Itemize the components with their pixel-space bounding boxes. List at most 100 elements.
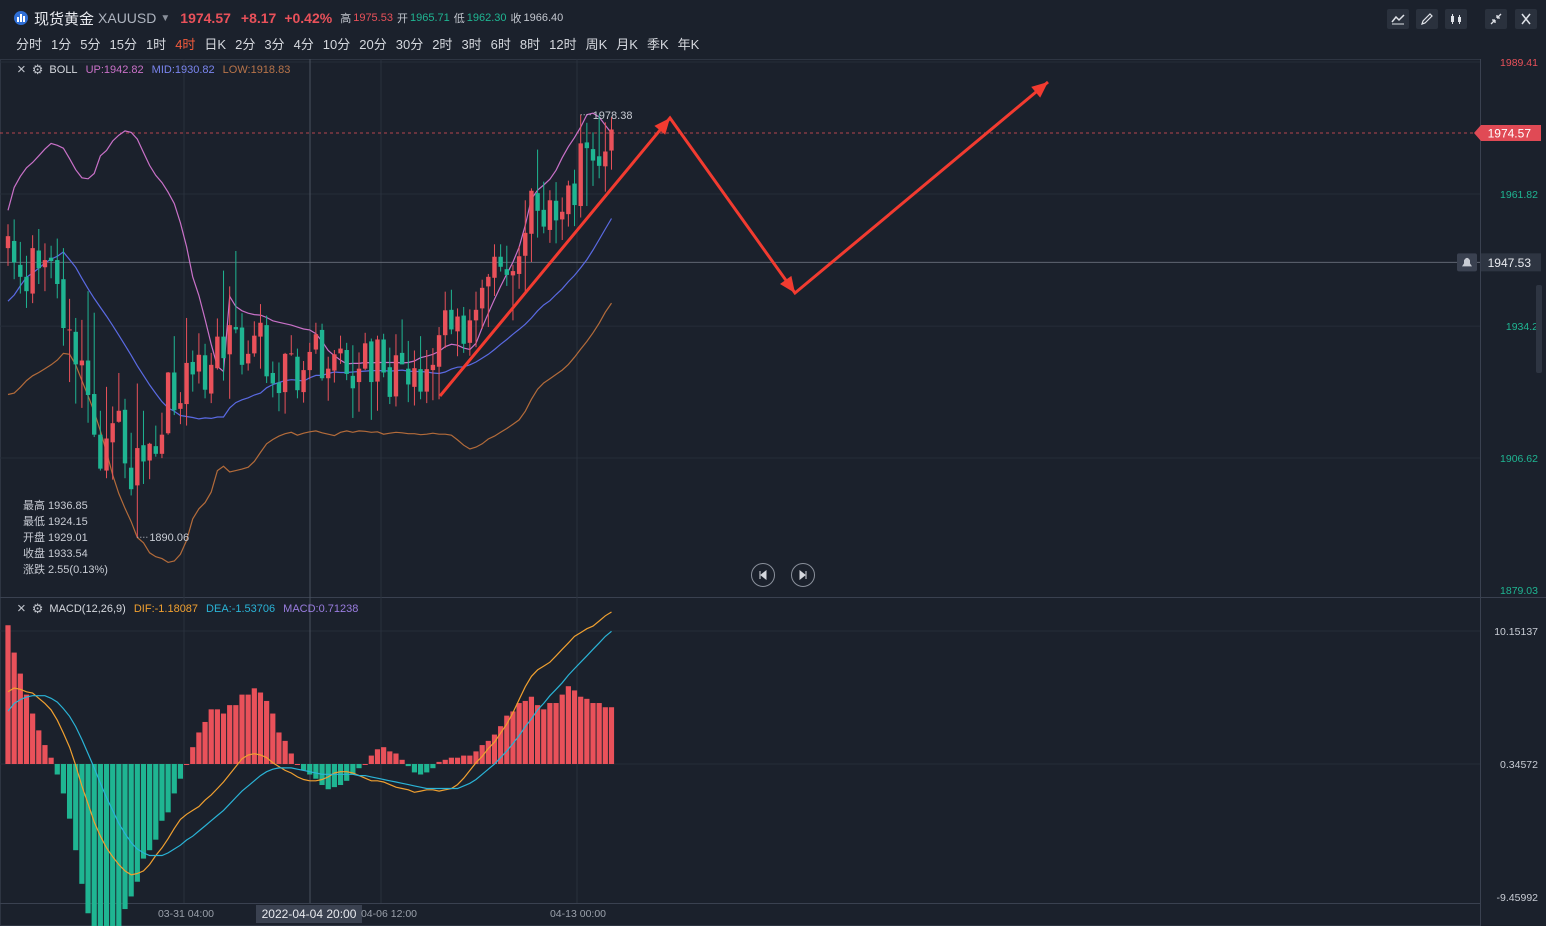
ohlc-label: 开盘 [23,532,45,544]
candle-body [239,327,245,365]
period-tab[interactable]: 5分 [80,37,101,52]
candle-body [92,394,97,435]
price-change: +8.17 [240,10,277,26]
period-tab[interactable]: 8时 [519,37,541,52]
candle-body [128,467,134,490]
window-tools [1485,9,1537,29]
indicator-icon[interactable] [1387,9,1409,29]
candle-body [301,370,306,393]
candle-body [178,403,183,409]
macd-bar [356,764,362,769]
macd-bar [479,745,485,765]
candle-body [344,350,349,374]
gear-icon[interactable]: ⚙ [31,600,44,616]
last-price: 1974.57 [180,10,231,26]
period-tab[interactable]: 4时 [175,37,196,52]
candle-body [461,315,466,344]
period-tabs: 分时 1分 5分 15分 1时 4时 日K 2分 3分 4分 10分 20分 30分 2时 3时 6时 8时 12… [16,34,708,53]
period-tab[interactable]: 季K [646,37,669,52]
ohlc-label: 收盘 [23,548,45,560]
macd-bar [202,721,208,765]
period-tab[interactable]: 分时 [16,37,43,52]
candle-body [547,200,553,230]
macd-bar [596,703,602,765]
candle-body [110,423,115,443]
period-tab[interactable]: 1时 [145,37,167,52]
macd-bar [485,740,491,765]
period-tab[interactable]: 6时 [490,37,511,52]
period-tab[interactable]: 2分 [235,37,256,52]
candle-body [418,369,423,392]
x-tick-label: 04-06 12:00 [361,908,417,920]
candle-body [516,256,522,274]
last-price-tag [1474,124,1541,141]
period-tab[interactable]: 10分 [322,37,351,52]
scroll-left-button[interactable] [751,563,775,587]
macd-bar [147,764,153,851]
close-indicator-icon[interactable]: × [17,61,26,78]
arrowhead-up [654,118,670,135]
candle-body [116,410,122,422]
period-tab[interactable]: 2时 [432,37,453,52]
draw-pen-icon[interactable] [1416,9,1438,29]
candle-body [578,143,583,207]
axis-layer: 1989.41 1961.82 1934.2 1906.62 1879.03 1974.5… [158,57,1542,923]
period-low-label: 1890.06 [149,532,189,544]
period-tab[interactable]: 日K [204,37,227,52]
candle-body [375,339,380,382]
macd-bar [60,764,67,794]
macd-bar [122,764,128,910]
macd-bar [270,713,276,765]
macd-bar [257,692,264,765]
chevron-down-icon[interactable]: ▼ [160,12,171,24]
collapse-icon[interactable] [1485,9,1507,29]
macd-bar [171,764,177,794]
candle-body [362,343,368,369]
macd-bar [245,694,251,765]
candle-type-icon[interactable] [1445,9,1467,29]
macd-bar [381,747,387,765]
symbol-code[interactable]: XAUUSD [98,10,157,26]
period-tab[interactable]: 1分 [51,37,72,52]
candle-body [603,151,608,167]
macd-bar [42,745,48,765]
scroll-right-button[interactable] [791,563,815,587]
candle-body [233,327,239,330]
period-tab[interactable]: 3分 [264,37,285,52]
macd-bar [128,764,134,897]
candle-body [276,382,282,394]
candle-body [48,257,54,262]
macd-bar [344,764,350,781]
period-tab[interactable]: 年K [677,37,700,52]
macd-bar [307,764,313,775]
macd-bar [362,764,368,766]
macd-bar [559,694,565,765]
candle-body [5,236,11,249]
candle-body [24,276,29,292]
candle-body [73,331,78,365]
period-tab[interactable]: 30分 [395,37,424,52]
low-label: 低 [453,13,465,25]
period-tab[interactable]: 12时 [549,37,577,52]
candle-body [350,375,356,389]
gear-icon[interactable]: ⚙ [31,61,44,77]
close-indicator-icon[interactable]: × [17,600,26,617]
candle-body [11,240,17,263]
candle-body [523,232,528,256]
macd-bar [103,764,110,926]
y-tick-label: 1934.2 [1506,321,1538,333]
period-tab[interactable]: 月K [616,37,638,52]
macd-bar [23,694,30,765]
period-tab[interactable]: 20分 [359,37,387,52]
macd-bar [79,764,85,884]
period-tab[interactable]: 周K [585,37,608,52]
candle-body [153,446,158,454]
price-panel: 1978.38 1890.06 [5,110,632,564]
period-tab[interactable]: 3时 [461,37,482,52]
open-value: 1965.71 [409,12,450,24]
symbol-name[interactable]: 现货黄金 [34,10,95,28]
close-icon[interactable] [1515,9,1537,29]
period-tab[interactable]: 4分 [293,37,314,52]
period-tab[interactable]: 15分 [109,37,137,52]
